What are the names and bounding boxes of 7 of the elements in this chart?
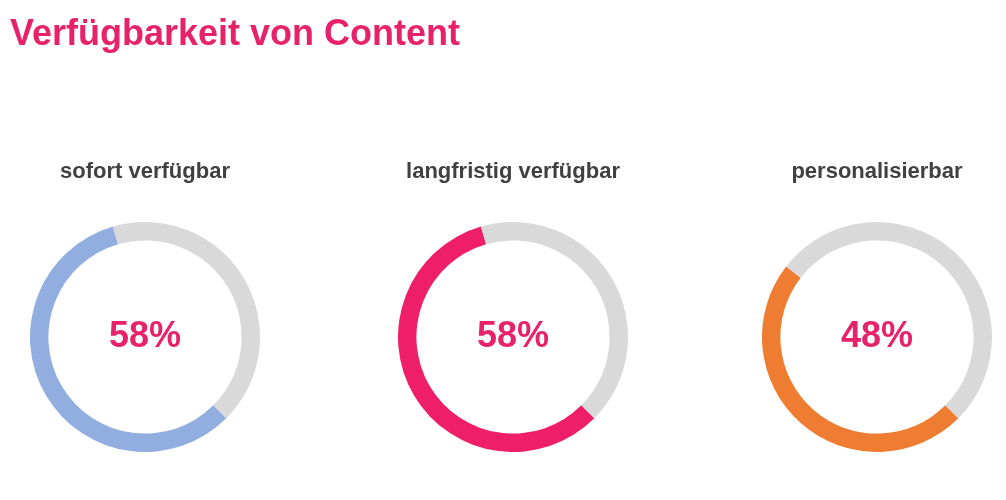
text: Verfügbarkeit von Content: [10, 12, 461, 54]
chart-title: personalisierbar: [790, 158, 964, 184]
text: 48%: [840, 313, 914, 355]
text: 58%: [476, 313, 550, 355]
chart-title: sofort verfügbar: [59, 158, 231, 184]
chart-title: langfristig verfügbar: [405, 158, 621, 184]
text: 58%: [108, 313, 182, 355]
